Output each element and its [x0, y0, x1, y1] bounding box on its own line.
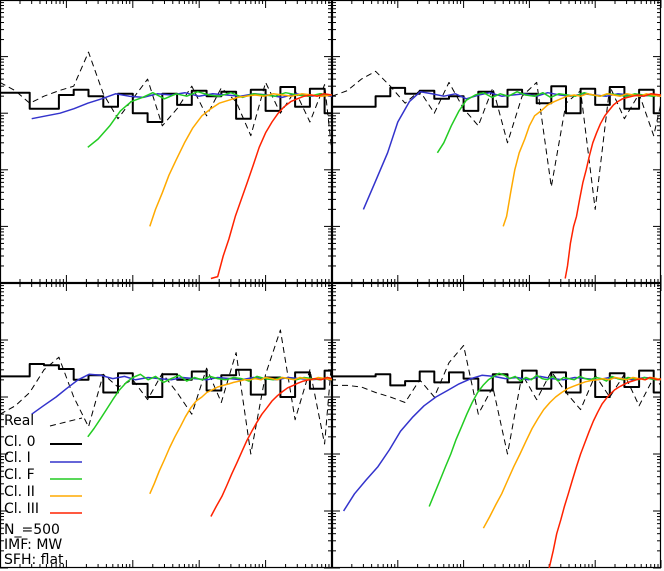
series-cl-iii [548, 376, 661, 568]
series-group [0, 329, 332, 517]
legend-entry-cl0: Cl. 0 [4, 434, 82, 450]
legend-label-cl0: Cl. 0 [4, 434, 35, 450]
series-cl-f [428, 372, 661, 507]
series-cl-0 [332, 85, 661, 115]
series-cl-ii [149, 93, 332, 227]
panel-bottom-right [331, 282, 662, 569]
series-cl-i [362, 90, 661, 210]
series-group [0, 51, 332, 280]
legend-label-cl3: Cl. III [4, 501, 39, 517]
legend: Real Cl. 0 Cl. I Cl. F Cl. II Cl. III N_… [4, 413, 83, 568]
series-cl-iii [210, 93, 332, 280]
series-group [332, 345, 661, 568]
legend-label-clF: Cl. F [4, 467, 35, 483]
series-real [332, 70, 661, 210]
series-cl-f [87, 90, 332, 148]
legend-label-cl2: Cl. II [4, 484, 35, 500]
panel-frame [0, 282, 333, 569]
panel-top-right [331, 0, 662, 284]
series-cl-ii [502, 93, 661, 227]
panel-frame [331, 282, 662, 569]
series-real [0, 51, 332, 153]
series-cl-ii [482, 376, 661, 529]
legend-label-cl1: Cl. I [4, 450, 31, 466]
annotation-n: N_=500 [4, 522, 60, 538]
panel-frame [0, 0, 333, 284]
series-cl-iii [564, 93, 661, 279]
panel-bottom-left [0, 282, 333, 569]
legend-entry-real: Real [4, 413, 83, 429]
series-cl-0 [0, 363, 332, 398]
annotation-imf: IMF: MW [4, 537, 62, 553]
legend-label-real: Real [4, 413, 34, 429]
series-group [332, 70, 661, 279]
series-real [0, 329, 332, 455]
legend-entry-cl2: Cl. II [4, 484, 82, 500]
series-real [332, 345, 661, 455]
panel-top-left [0, 0, 333, 284]
series-cl-ii [149, 376, 332, 495]
annotation-sfh: SFH: flat [4, 552, 64, 568]
panel-frame [331, 0, 662, 284]
series-cl-iii [210, 376, 332, 517]
legend-line-real [49, 417, 83, 427]
series-cl-0 [332, 368, 661, 398]
series-cl-f [436, 90, 661, 154]
series-cl-0 [0, 86, 332, 123]
legend-entry-cl3: Cl. III [4, 501, 82, 517]
legend-entry-clF: Cl. F [4, 467, 82, 483]
legend-entry-cl1: Cl. I [4, 450, 82, 466]
